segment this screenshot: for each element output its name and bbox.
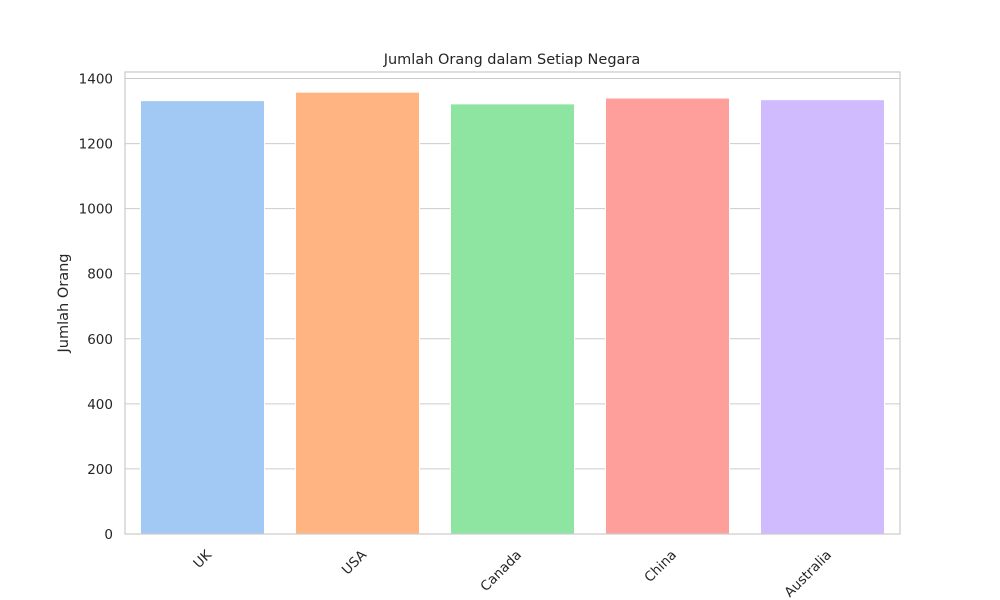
x-axis-ticks: UK USA Canada China Australia [190, 546, 835, 600]
chart-title: Jumlah Orang dalam Setiap Negara [383, 52, 641, 68]
x-tick-label: UK [190, 546, 215, 571]
y-axis-label: Jumlah Orang [56, 254, 72, 354]
bar-canada [450, 103, 575, 535]
y-tick-label: 400 [87, 397, 113, 413]
y-tick-label: 1000 [79, 202, 113, 218]
y-tick-label: 600 [87, 332, 113, 348]
bar-usa [295, 91, 420, 535]
bars [140, 91, 885, 535]
axes-frame [124, 71, 901, 535]
bar-uk [140, 100, 265, 535]
x-tick-label: China [641, 547, 680, 586]
y-tick-label: 200 [87, 462, 113, 478]
y-tick-label: 1200 [79, 137, 113, 153]
y-tick-label: 0 [104, 527, 113, 543]
plot-frame [124, 71, 901, 535]
y-tick-label: 800 [87, 267, 113, 283]
x-tick-label: Australia [781, 547, 835, 600]
y-tick-label: 1400 [79, 72, 113, 88]
bar-australia [760, 99, 885, 535]
x-tick-label: Canada [477, 547, 525, 595]
y-axis-ticks: 0 200 400 600 800 1000 1200 1400 [79, 72, 113, 543]
x-tick-label: USA [339, 547, 371, 579]
bar-china [605, 97, 730, 535]
